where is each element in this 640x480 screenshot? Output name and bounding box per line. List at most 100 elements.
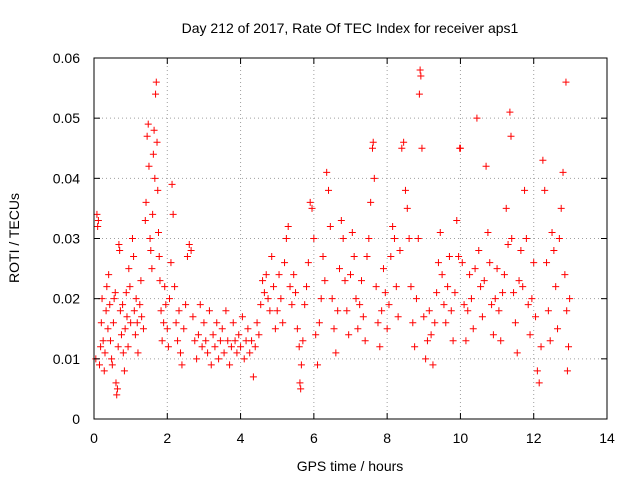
data-point: [400, 138, 408, 146]
data-point: [175, 307, 183, 315]
data-point: [401, 186, 409, 194]
data-point: [552, 283, 560, 291]
data-point: [537, 343, 545, 351]
data-point: [422, 355, 430, 363]
data-point: [350, 253, 358, 261]
data-point: [209, 331, 217, 339]
data-point: [187, 247, 195, 255]
data-point: [423, 337, 431, 345]
data-point: [286, 283, 294, 291]
data-point: [480, 277, 488, 285]
data-point: [124, 343, 132, 351]
x-tick-label: 8: [383, 430, 391, 446]
data-point: [105, 271, 113, 279]
data-point: [104, 325, 112, 333]
data-point: [119, 349, 127, 357]
data-point: [403, 204, 411, 212]
data-point: [282, 235, 290, 242]
data-point: [116, 247, 124, 255]
data-point: [376, 343, 384, 351]
y-axis-label: ROTI / TECUs: [6, 193, 22, 283]
data-point: [119, 301, 127, 309]
data-point: [198, 343, 206, 351]
data-point: [522, 235, 530, 242]
data-point: [109, 319, 117, 327]
data-point: [473, 114, 481, 122]
data-point: [226, 361, 234, 369]
data-point: [301, 301, 309, 309]
data-point: [257, 301, 265, 309]
data-point: [157, 307, 165, 315]
data-point: [361, 337, 369, 345]
data-point: [255, 331, 263, 339]
data-point: [151, 174, 159, 182]
data-point: [533, 367, 541, 375]
data-point: [229, 319, 237, 327]
data-point: [251, 343, 259, 351]
data-point: [114, 343, 122, 351]
data-point: [211, 343, 219, 351]
data-point: [385, 301, 393, 309]
data-point: [345, 331, 353, 339]
data-point: [394, 313, 402, 321]
data-point: [293, 325, 301, 333]
data-point: [379, 265, 387, 273]
data-point: [308, 204, 316, 212]
data-point: [130, 253, 138, 261]
data-point: [526, 331, 534, 339]
data-point: [100, 367, 108, 375]
data-point: [297, 361, 305, 369]
data-point: [462, 337, 470, 345]
data-point: [544, 307, 552, 315]
data-point: [559, 168, 567, 176]
data-point: [464, 307, 472, 315]
data-point: [106, 301, 114, 309]
data-point: [541, 186, 549, 194]
data-point: [565, 343, 573, 351]
data-point: [425, 307, 433, 315]
data-point: [557, 204, 565, 212]
data-point: [359, 313, 367, 321]
data-point: [146, 235, 154, 242]
x-tick-label: 14: [599, 430, 615, 446]
data-point: [108, 361, 116, 369]
data-point: [142, 198, 150, 206]
data-point: [183, 253, 191, 261]
data-point: [222, 307, 230, 315]
data-point: [368, 144, 376, 152]
data-point: [563, 307, 571, 315]
data-point: [304, 259, 312, 267]
data-point: [141, 216, 149, 224]
data-point: [271, 325, 279, 333]
data-point: [460, 301, 468, 309]
data-point: [160, 319, 168, 327]
data-point: [266, 307, 274, 315]
data-point: [264, 295, 272, 303]
data-point: [499, 289, 507, 297]
data-point: [396, 247, 404, 255]
data-point: [530, 259, 538, 267]
data-point: [444, 283, 452, 291]
x-tick-label: 4: [237, 430, 245, 446]
data-point: [132, 295, 140, 303]
data-point: [108, 355, 116, 363]
data-point: [233, 349, 241, 357]
x-tick-labels: 0 2 4 6 8 10 12 14: [90, 430, 615, 446]
data-point: [467, 295, 475, 303]
data-point: [116, 307, 124, 315]
data-point: [513, 349, 521, 357]
data-point: [398, 144, 406, 152]
data-point: [392, 283, 400, 291]
data-point: [95, 361, 103, 369]
data-point: [367, 198, 375, 206]
data-point: [139, 325, 147, 333]
data-point: [504, 241, 512, 249]
data-point: [94, 216, 102, 224]
data-point: [121, 325, 129, 333]
data-point: [378, 307, 386, 315]
data-point: [506, 108, 514, 116]
data-point: [411, 343, 419, 351]
data-point: [297, 385, 305, 393]
data-point: [303, 283, 311, 291]
data-point: [191, 337, 199, 345]
